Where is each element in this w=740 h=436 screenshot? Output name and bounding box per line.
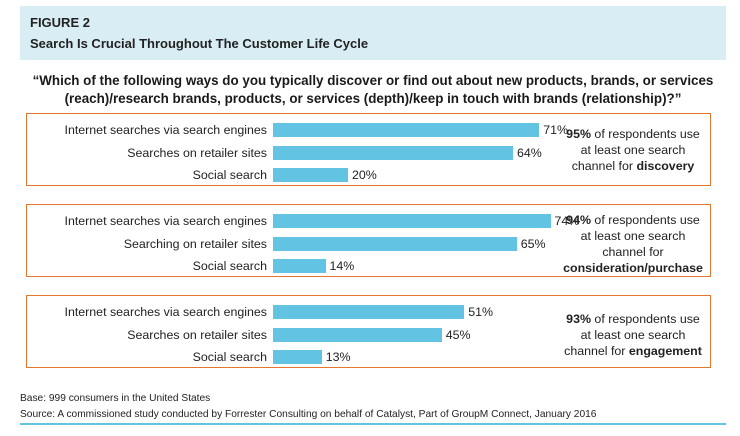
- footer-base: Base: 999 consumers in the United States: [20, 393, 211, 404]
- bar: [273, 123, 540, 137]
- category-label: Searching on retailer sites: [123, 237, 267, 251]
- category-label: Searches on retailer sites: [127, 328, 267, 342]
- chart-row: Internet searches via search engines 74%: [27, 211, 710, 231]
- bar: [273, 214, 551, 228]
- summary-percent: 95%: [566, 127, 591, 141]
- summary-stage: engagement: [628, 344, 702, 358]
- bar: [273, 146, 513, 160]
- chart-row: Internet searches via search engines 51%: [27, 302, 710, 322]
- category-label: Internet searches via search engines: [64, 305, 268, 319]
- bar: [273, 305, 465, 319]
- survey-question: “Which of the following ways do you typi…: [32, 73, 714, 106]
- figure-label: FIGURE 2: [30, 15, 90, 30]
- chart-panel: Internet searches via search engines 74% S…: [26, 204, 711, 277]
- category-label: Internet searches via search engines: [64, 214, 268, 228]
- summary-note: 94% of respondents use at least one sear…: [563, 212, 703, 276]
- summary-note: 93% of respondents use at least one sear…: [563, 311, 703, 359]
- chart-panel: Internet searches via search engines 51% S…: [26, 295, 711, 368]
- bar: [273, 350, 322, 364]
- value-label: 20%: [352, 168, 377, 182]
- footer-source: Source: A commissioned study conducted b…: [20, 409, 597, 420]
- category-label: Social search: [192, 259, 267, 273]
- bar: [273, 259, 326, 273]
- summary-note: 95% of respondents use at least one sear…: [563, 126, 703, 174]
- summary-text: of respondents use at least one search c…: [580, 213, 700, 259]
- value-label: 65%: [520, 237, 546, 251]
- summary-percent: 94%: [566, 213, 591, 227]
- chart-row: Social search 13%: [27, 347, 710, 367]
- category-label: Social search: [192, 168, 267, 182]
- figure-title: Search Is Crucial Throughout The Custome…: [30, 36, 369, 51]
- summary-text: of respondents use at least one search c…: [571, 127, 700, 173]
- category-label: Internet searches via search engines: [64, 123, 268, 137]
- chart-panel: Internet searches via search engines 71% S…: [26, 113, 711, 186]
- value-label: 14%: [329, 259, 355, 273]
- summary-stage: consideration/purchase: [563, 261, 703, 275]
- chart-row: Searching on retailer sites 65%: [27, 234, 710, 254]
- chart-row: Searches on retailer sites 45%: [27, 325, 710, 345]
- value-label: 71%: [543, 123, 569, 137]
- category-label: Social search: [192, 350, 267, 364]
- bar: [273, 328, 442, 342]
- chart-row: Social search 20%: [27, 165, 710, 185]
- bar: [273, 237, 517, 251]
- figure-header: FIGURE 2 Search Is Crucial Throughout Th…: [20, 6, 726, 60]
- chart-row: Social search 14%: [27, 256, 710, 276]
- value-label: 74%: [554, 214, 580, 228]
- value-label: 51%: [468, 305, 494, 319]
- chart-row: Searches on retailer sites 64%: [27, 143, 710, 163]
- chart-row: Internet searches via search engines 71%: [27, 120, 710, 140]
- footer-rule: [20, 423, 726, 425]
- summary-text: of respondents use at least one search c…: [564, 312, 700, 358]
- value-label: 45%: [445, 328, 471, 342]
- category-label: Searches on retailer sites: [127, 146, 267, 160]
- value-label: 13%: [325, 350, 351, 364]
- summary-stage: discovery: [636, 159, 695, 173]
- summary-percent: 93%: [566, 312, 591, 326]
- bar: [273, 168, 348, 182]
- value-label: 64%: [517, 146, 542, 160]
